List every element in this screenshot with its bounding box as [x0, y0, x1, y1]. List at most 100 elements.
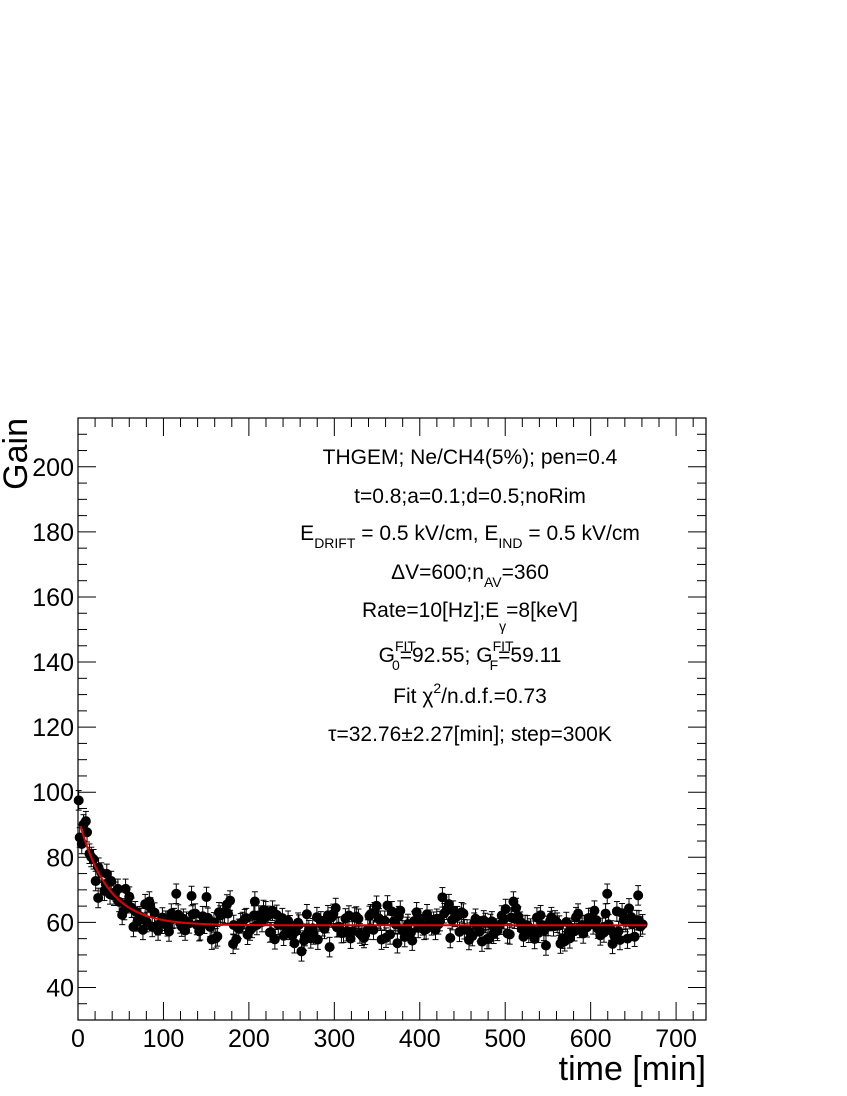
data-point [201, 891, 212, 902]
data-point [241, 913, 252, 924]
data-point [190, 908, 201, 919]
x-tick-label: 0 [71, 1025, 85, 1053]
data-point [296, 946, 307, 957]
data-point [614, 934, 625, 945]
data-point [223, 908, 234, 919]
annotation-line-7: Fit χ2/n.d.f.=0.73 [393, 680, 547, 708]
data-point [149, 907, 160, 918]
data-point [368, 924, 379, 935]
y-tick-label: 200 [32, 454, 74, 482]
data-point [535, 910, 546, 921]
data-point [114, 896, 125, 907]
annotation-box: THGEM; Ne/CH4(5%); pen=0.4 t=0.8;a=0.1;d… [300, 446, 640, 746]
data-point [353, 913, 364, 924]
data-point [269, 934, 280, 945]
data-point [624, 903, 635, 914]
data-point [120, 883, 131, 894]
data-point [186, 891, 197, 902]
data-point [137, 924, 148, 935]
data-point [405, 927, 416, 938]
data-point [602, 888, 613, 899]
data-point [386, 906, 397, 917]
data-point [73, 795, 84, 806]
x-tick-label: 600 [570, 1025, 612, 1053]
plot-frame [77, 417, 707, 1021]
data-point [80, 816, 91, 827]
data-point [445, 932, 456, 943]
axis-ticks [77, 418, 706, 1020]
data-point [101, 868, 112, 879]
data-point [90, 876, 101, 887]
y-tick-label: 160 [32, 584, 74, 612]
data-point [437, 892, 448, 903]
y-tick-label: 40 [46, 974, 74, 1002]
data-point [106, 876, 117, 887]
data-point [564, 933, 575, 944]
data-point [371, 900, 382, 911]
x-tick-label: 100 [143, 1025, 185, 1053]
data-point [324, 942, 335, 953]
data-point [82, 827, 93, 838]
data-point [330, 903, 341, 914]
data-point [600, 908, 611, 919]
data-point [249, 896, 260, 907]
y-tick-label: 180 [32, 519, 74, 547]
y-tick-label: 80 [46, 844, 74, 872]
data-points [73, 795, 648, 957]
data-point [93, 892, 104, 903]
data-point [607, 938, 618, 949]
data-point [407, 935, 418, 946]
y-tick-label: 120 [32, 714, 74, 742]
x-tick-label: 700 [655, 1025, 697, 1053]
data-point [225, 895, 236, 906]
annotation-line-4: ΔV=600;nAV=360 [391, 561, 549, 590]
data-point [231, 934, 242, 945]
y-tick-labels: 40 60 80 100 120 140 160 180 200 [32, 454, 74, 1003]
data-point [613, 926, 624, 937]
data-point [589, 905, 600, 916]
annotation-line-1: THGEM; Ne/CH4(5%); pen=0.4 [323, 446, 618, 469]
data-point [289, 938, 300, 949]
data-point [76, 838, 87, 849]
x-tick-label: 200 [228, 1025, 270, 1053]
data-point [395, 905, 406, 916]
annotation-line-6: GFIT 0=92.55; GFIT F=59.11 [379, 638, 562, 673]
data-point [504, 929, 515, 940]
x-axis-title: time [min] [559, 1050, 706, 1088]
annotation-line-5: Rate=10[Hz];Eγ=8[keV] [362, 599, 578, 634]
x-tick-label: 400 [399, 1025, 441, 1053]
data-point [629, 931, 640, 942]
x-tick-label: 500 [484, 1025, 526, 1053]
x-tick-labels: 0 100 200 300 400 500 600 700 [71, 1025, 697, 1053]
data-point [171, 888, 182, 899]
data-point [124, 891, 135, 902]
data-point [486, 916, 497, 927]
data-point [312, 934, 323, 945]
fit-curve [79, 825, 647, 927]
data-point [633, 890, 644, 901]
x-tick-label: 300 [313, 1025, 355, 1053]
data-point [474, 926, 485, 937]
data-point [163, 926, 174, 937]
data-point [591, 915, 602, 926]
data-point [301, 909, 312, 920]
data-point [540, 940, 551, 951]
data-point [392, 938, 403, 949]
data-point [500, 904, 511, 915]
data-point [385, 929, 396, 940]
y-tick-label: 60 [46, 909, 74, 937]
data-point [212, 931, 223, 942]
data-point [573, 908, 584, 919]
annotation-line-2: t=0.8;a=0.1;d=0.5;noRim [354, 485, 586, 508]
data-point [458, 908, 469, 919]
annotation-line-3: EDRIFT = 0.5 kV/cm, EIND = 0.5 kV/cm [300, 522, 640, 551]
data-point [347, 926, 358, 937]
data-point [379, 915, 390, 926]
data-point [434, 916, 445, 927]
data-point [112, 883, 123, 894]
data-point [467, 931, 478, 942]
data-point [511, 903, 522, 914]
y-tick-label: 140 [32, 649, 74, 677]
y-tick-label: 100 [32, 779, 74, 807]
